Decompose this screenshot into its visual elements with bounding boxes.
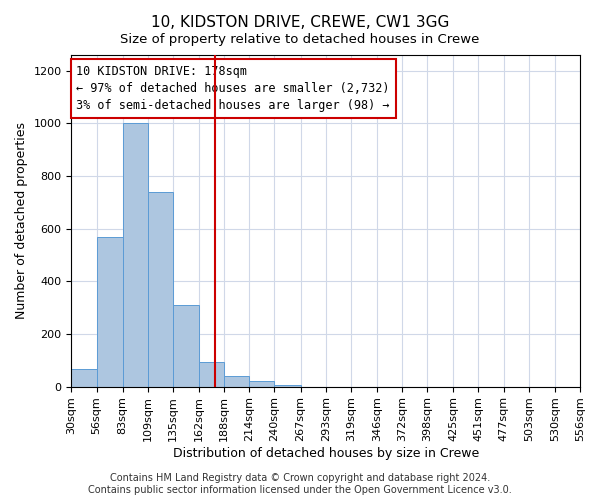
Bar	[122, 124, 148, 386]
Bar	[199, 362, 224, 386]
Bar	[250, 382, 274, 386]
Bar	[97, 236, 122, 386]
Text: 10 KIDSTON DRIVE: 178sqm
← 97% of detached houses are smaller (2,732)
3% of semi: 10 KIDSTON DRIVE: 178sqm ← 97% of detach…	[76, 65, 390, 112]
Bar	[148, 192, 173, 386]
X-axis label: Distribution of detached houses by size in Crewe: Distribution of detached houses by size …	[173, 447, 479, 460]
Text: Contains HM Land Registry data © Crown copyright and database right 2024.
Contai: Contains HM Land Registry data © Crown c…	[88, 474, 512, 495]
Y-axis label: Number of detached properties: Number of detached properties	[15, 122, 28, 320]
Text: 10, KIDSTON DRIVE, CREWE, CW1 3GG: 10, KIDSTON DRIVE, CREWE, CW1 3GG	[151, 15, 449, 30]
Bar	[173, 305, 199, 386]
Text: Size of property relative to detached houses in Crewe: Size of property relative to detached ho…	[121, 32, 479, 46]
Bar	[71, 370, 97, 386]
Bar	[224, 376, 250, 386]
